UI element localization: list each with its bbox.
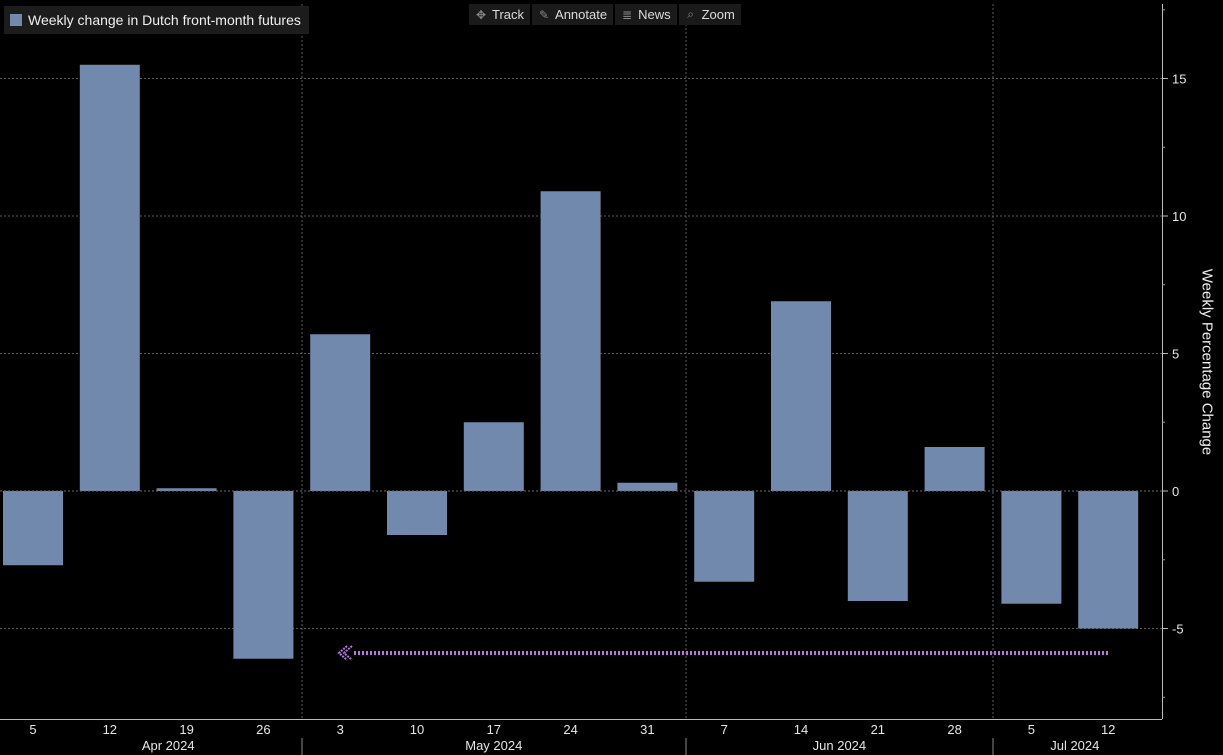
x-tick-label: 5	[1028, 722, 1035, 737]
x-tick-label: 12	[103, 722, 117, 737]
y-tick-label: -5	[1172, 622, 1184, 637]
x-tick-label: 17	[487, 722, 501, 737]
month-label: Apr 2024	[142, 738, 195, 753]
x-tick-label: 7	[721, 722, 728, 737]
x-tick-label: 12	[1101, 722, 1115, 737]
chart-toolbar: ✥ Track ✎ Annotate ≣ News ⌕ Zoom	[469, 4, 741, 25]
bar	[387, 491, 447, 535]
bar	[233, 491, 294, 659]
news-label: News	[638, 7, 671, 22]
bar	[1001, 491, 1062, 604]
x-tick-label: 14	[794, 722, 808, 737]
x-tick-label: 10	[410, 722, 424, 737]
bar	[847, 491, 908, 601]
news-icon: ≣	[622, 7, 633, 22]
x-tick-label: 28	[947, 722, 961, 737]
legend-label: Weekly change in Dutch front-month futur…	[28, 12, 301, 28]
month-label: Jun 2024	[813, 738, 867, 753]
annotation-arrowhead	[337, 645, 353, 661]
track-button[interactable]: ✥ Track	[469, 4, 531, 25]
track-label: Track	[492, 7, 525, 22]
bar	[79, 64, 140, 491]
bar	[463, 422, 524, 491]
annotate-label: Annotate	[555, 7, 608, 22]
legend[interactable]: Weekly change in Dutch front-month futur…	[4, 6, 309, 34]
x-tick-label: 21	[871, 722, 885, 737]
x-tick-label: 19	[179, 722, 193, 737]
news-button[interactable]: ≣ News	[615, 4, 677, 25]
x-tick-label: 24	[563, 722, 577, 737]
bar	[156, 488, 217, 491]
bar	[540, 191, 601, 491]
bar	[3, 491, 63, 566]
bar	[617, 482, 678, 491]
y-axis-label: Weekly Percentage Change	[1198, 268, 1216, 456]
zoom-icon: ⌕	[687, 7, 694, 21]
zoom-button[interactable]: ⌕ Zoom	[678, 4, 741, 25]
month-label: Jul 2024	[1050, 738, 1099, 753]
bar	[1078, 491, 1139, 629]
legend-swatch	[10, 14, 22, 26]
y-tick-label: 0	[1172, 484, 1179, 499]
bar	[694, 491, 755, 582]
month-label: May 2024	[465, 738, 522, 753]
y-tick-label: 5	[1172, 347, 1179, 362]
zoom-label: Zoom	[701, 7, 735, 22]
crosshair-icon: ✥	[475, 7, 487, 22]
x-tick-label: 31	[640, 722, 654, 737]
bar	[771, 301, 831, 491]
bar	[310, 334, 371, 491]
y-tick-label: 10	[1172, 209, 1186, 224]
x-tick-label: 3	[337, 722, 344, 737]
bar	[924, 447, 985, 491]
annotate-button[interactable]: ✎ Annotate	[532, 4, 614, 25]
pencil-icon: ✎	[539, 7, 550, 22]
x-tick-label: 26	[256, 722, 270, 737]
x-tick-label: 5	[29, 722, 36, 737]
y-tick-label: 15	[1172, 72, 1186, 87]
